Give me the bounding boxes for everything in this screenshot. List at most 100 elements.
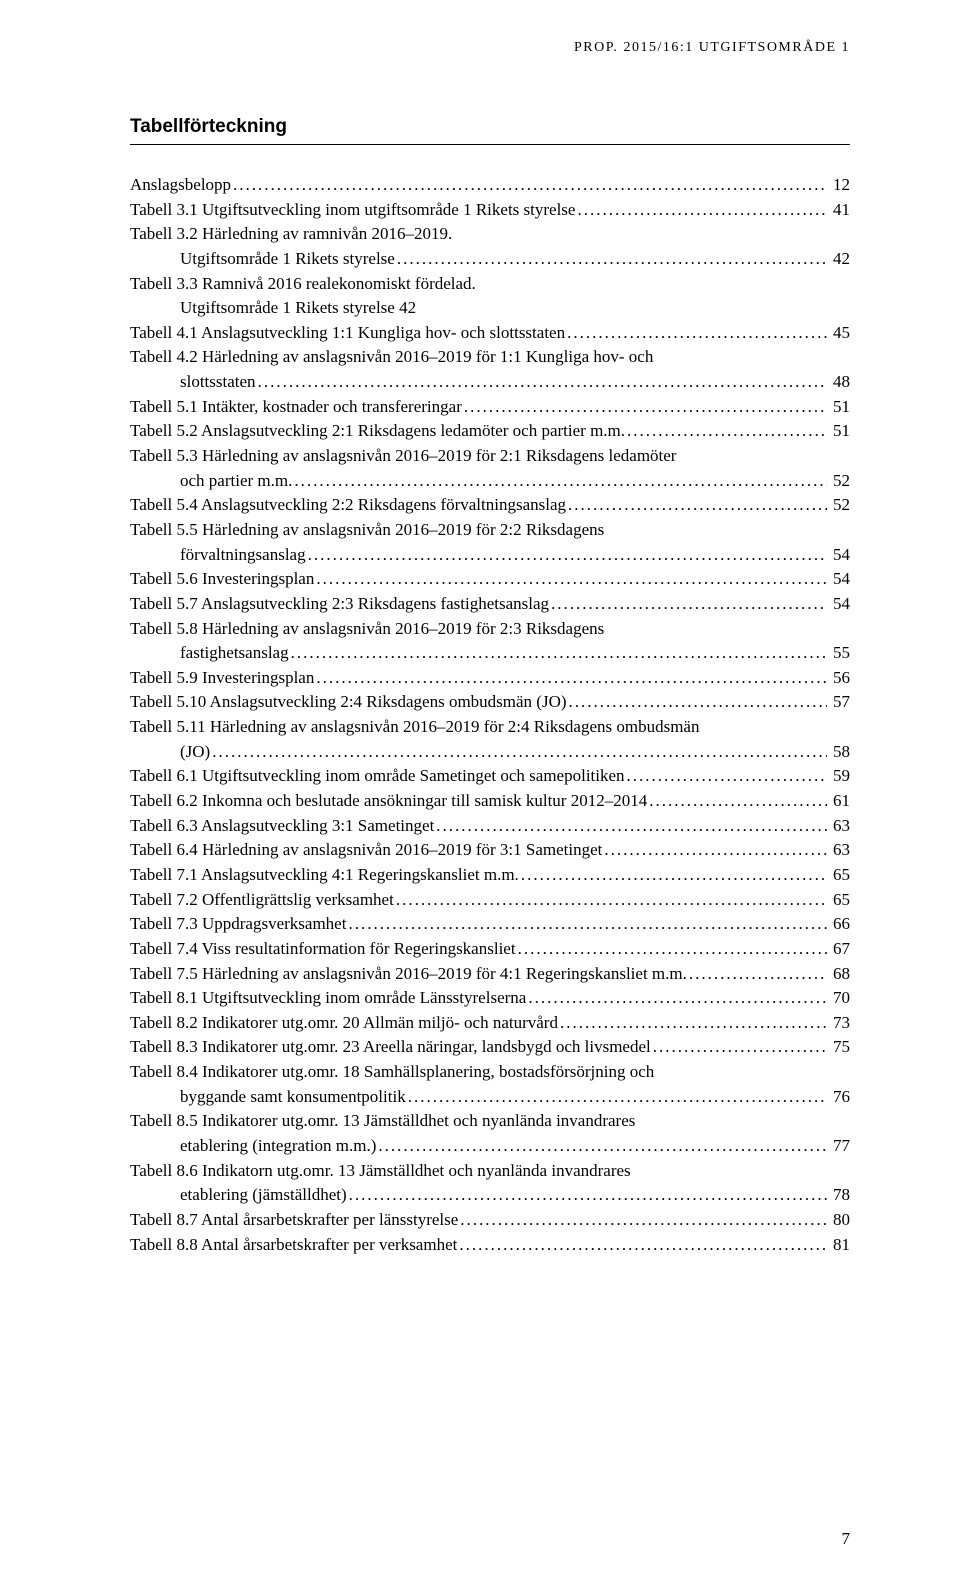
- toc-entry-page: 58: [829, 740, 850, 765]
- toc-entry-label-cont: byggande samt konsumentpolitik: [180, 1085, 406, 1110]
- toc-entry-page: 51: [829, 395, 850, 420]
- toc-entry-label: Tabell 7.4 Viss resultatinformation för …: [130, 937, 516, 962]
- toc-entry: Anslagsbelopp12: [130, 173, 850, 198]
- toc-leader: [212, 740, 827, 765]
- toc-entry-page: 41: [829, 198, 850, 223]
- page-number: 7: [842, 1529, 851, 1549]
- toc-entry: Tabell 4.1 Anslagsutveckling 1:1 Kunglig…: [130, 321, 850, 346]
- toc-entry: Tabell 5.3 Härledning av anslagsnivån 20…: [130, 444, 850, 469]
- toc-entry: Tabell 5.5 Härledning av anslagsnivån 20…: [130, 518, 850, 543]
- toc-entry-page: 59: [829, 764, 850, 789]
- toc-entry: Tabell 3.2 Härledning av ramnivån 2016–2…: [130, 222, 850, 247]
- toc-entry: Tabell 7.5 Härledning av anslagsnivån 20…: [130, 962, 850, 987]
- toc-entry: Tabell 5.7 Anslagsutveckling 2:3 Riksdag…: [130, 592, 850, 617]
- toc-entry-label: Tabell 5.8 Härledning av anslagsnivån 20…: [130, 617, 604, 642]
- toc-entry-page: 42: [829, 247, 850, 272]
- toc-entry-page: 73: [829, 1011, 850, 1036]
- toc-leader: [567, 321, 827, 346]
- toc-leader: [464, 395, 827, 420]
- toc-entry-label: Tabell 5.4 Anslagsutveckling 2:2 Riksdag…: [130, 493, 566, 518]
- toc-entry-label: Tabell 5.7 Anslagsutveckling 2:3 Riksdag…: [130, 592, 549, 617]
- toc-entry-label: Tabell 7.2 Offentligrättslig verksamhet: [130, 888, 394, 913]
- toc-leader: [397, 247, 827, 272]
- toc-entry-label: Tabell 6.4 Härledning av anslagsnivån 20…: [130, 838, 602, 863]
- toc-entry: Tabell 5.11 Härledning av anslagsnivån 2…: [130, 715, 850, 740]
- toc-entry-label: Tabell 5.5 Härledning av anslagsnivån 20…: [130, 518, 604, 543]
- toc-entry-label: Tabell 6.2 Inkomna och beslutade ansökni…: [130, 789, 647, 814]
- toc-entry-label: Tabell 6.1 Utgiftsutveckling inom område…: [130, 764, 625, 789]
- toc-entry: Tabell 8.4 Indikatorer utg.omr. 18 Samhä…: [130, 1060, 850, 1085]
- toc-entry-label: Tabell 8.1 Utgiftsutveckling inom område…: [130, 986, 526, 1011]
- toc-entry: Tabell 8.5 Indikatorer utg.omr. 13 Jämst…: [130, 1109, 850, 1134]
- toc-leader: [291, 641, 827, 666]
- heading-rule: [130, 144, 850, 145]
- toc-leader: [569, 690, 827, 715]
- toc-entry-label: Tabell 5.11 Härledning av anslagsnivån 2…: [130, 715, 699, 740]
- toc-entry-label-cont: Utgiftsområde 1 Rikets styrelse: [180, 247, 395, 272]
- toc-leader: [459, 1233, 827, 1258]
- toc-entry: Tabell 8.3 Indikatorer utg.omr. 23 Areel…: [130, 1035, 850, 1060]
- toc-entry-label: Anslagsbelopp: [130, 173, 231, 198]
- toc-entry-label: Tabell 3.1 Utgiftsutveckling inom utgift…: [130, 198, 575, 223]
- toc-entry-page: 56: [829, 666, 850, 691]
- toc-entry-page: 65: [829, 888, 850, 913]
- toc-entry: Tabell 5.10 Anslagsutveckling 2:4 Riksda…: [130, 690, 850, 715]
- toc-entry: Tabell 3.3 Ramnivå 2016 realekonomiskt f…: [130, 272, 850, 297]
- toc-entry-label: Tabell 6.3 Anslagsutveckling 3:1 Sametin…: [130, 814, 434, 839]
- toc-leader: [627, 419, 827, 444]
- toc-entry-label: Tabell 5.6 Investeringsplan: [130, 567, 314, 592]
- toc-leader: [627, 764, 827, 789]
- toc-entry-label: Tabell 8.4 Indikatorer utg.omr. 18 Samhä…: [130, 1060, 654, 1085]
- toc-entry: Tabell 5.8 Härledning av anslagsnivån 20…: [130, 617, 850, 642]
- toc-entry-label-cont: fastighetsanslag: [180, 641, 289, 666]
- toc-entry-label-cont: förvaltningsanslag: [180, 543, 306, 568]
- toc-entry-page: 63: [829, 838, 850, 863]
- toc-entry-page: 54: [829, 543, 850, 568]
- toc-leader: [258, 370, 827, 395]
- toc-leader: [233, 173, 827, 198]
- toc-entry-continuation: slottsstaten48: [130, 370, 850, 395]
- toc-entry: Tabell 6.3 Anslagsutveckling 3:1 Sametin…: [130, 814, 850, 839]
- toc-entry-continuation: och partier m.m.52: [130, 469, 850, 494]
- toc-entry-page: 80: [829, 1208, 850, 1233]
- toc-entry: Tabell 7.4 Viss resultatinformation för …: [130, 937, 850, 962]
- toc-entry-page: 61: [829, 789, 850, 814]
- toc-entry: Tabell 8.1 Utgiftsutveckling inom område…: [130, 986, 850, 1011]
- toc-leader: [348, 912, 827, 937]
- toc-entry: Tabell 6.2 Inkomna och beslutade ansökni…: [130, 789, 850, 814]
- toc-leader: [528, 986, 827, 1011]
- toc-entry: Tabell 6.1 Utgiftsutveckling inom område…: [130, 764, 850, 789]
- toc-entry: Tabell 5.4 Anslagsutveckling 2:2 Riksdag…: [130, 493, 850, 518]
- toc-entry-label-cont: Utgiftsområde 1 Rikets styrelse 42: [180, 296, 416, 321]
- toc-leader: [396, 888, 827, 913]
- toc-leader: [378, 1134, 827, 1159]
- toc-entry-page: 81: [829, 1233, 850, 1258]
- toc-entry-page: 54: [829, 567, 850, 592]
- toc-leader: [560, 1011, 827, 1036]
- toc-entry-label: Tabell 8.2 Indikatorer utg.omr. 20 Allmä…: [130, 1011, 558, 1036]
- toc-entry-label-cont: etablering (integration m.m.): [180, 1134, 376, 1159]
- toc-entry-page: 52: [829, 493, 850, 518]
- toc-entry: Tabell 5.2 Anslagsutveckling 2:1 Riksdag…: [130, 419, 850, 444]
- toc-entry-continuation: fastighetsanslag 55: [130, 641, 850, 666]
- toc-leader: [316, 567, 827, 592]
- toc-leader: [518, 937, 827, 962]
- toc-entry: Tabell 5.1 Intäkter, kostnader och trans…: [130, 395, 850, 420]
- toc-entry: Tabell 4.2 Härledning av anslagsnivån 20…: [130, 345, 850, 370]
- toc-leader: [577, 198, 827, 223]
- toc-entry-page: 55: [829, 641, 850, 666]
- toc-entry: Tabell 5.6 Investeringsplan 54: [130, 567, 850, 592]
- toc-leader: [308, 543, 827, 568]
- toc-entry-label: Tabell 8.7 Antal årsarbetskrafter per lä…: [130, 1208, 458, 1233]
- toc-leader: [653, 1035, 827, 1060]
- section-heading: Tabellförteckning: [130, 116, 850, 138]
- toc-entry-label: Tabell 8.3 Indikatorer utg.omr. 23 Areel…: [130, 1035, 651, 1060]
- toc-leader: [649, 789, 827, 814]
- toc-leader: [521, 863, 827, 888]
- toc-leader: [551, 592, 827, 617]
- toc-entry-continuation: förvaltningsanslag 54: [130, 543, 850, 568]
- toc-entry-page: 57: [829, 690, 850, 715]
- toc-entry-page: 48: [829, 370, 850, 395]
- toc-entry-label: Tabell 5.3 Härledning av anslagsnivån 20…: [130, 444, 676, 469]
- toc-entry-label-cont: (JO): [180, 740, 210, 765]
